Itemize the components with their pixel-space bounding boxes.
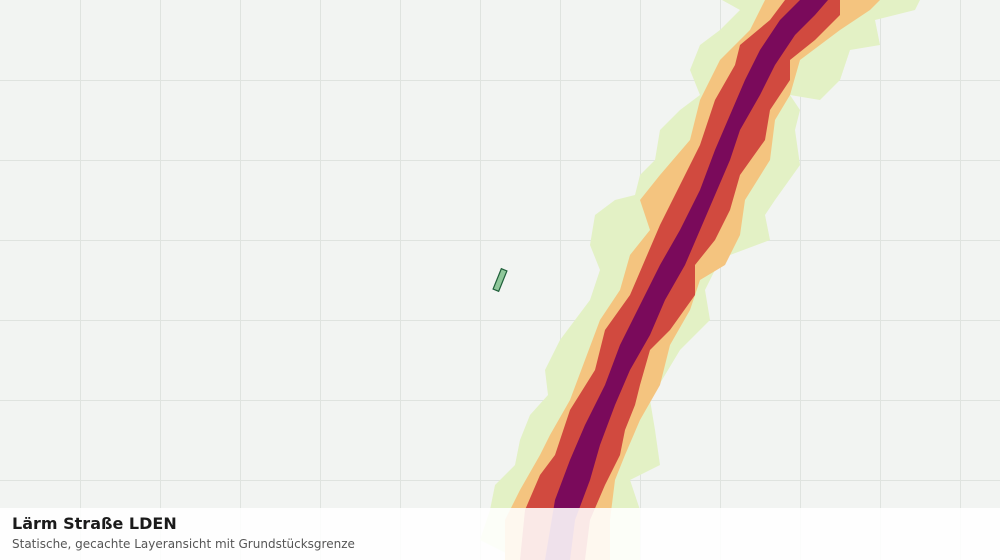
layer-title: Lärm Straße LDEN — [12, 514, 177, 533]
layer-subtitle: Statische, gecachte Layeransicht mit Gru… — [12, 537, 355, 551]
parcel-boundary — [492, 267, 508, 293]
noise-zone-very-high — [545, 0, 828, 560]
info-bar: Lärm Straße LDEN Statische, gecachte Lay… — [0, 508, 1000, 560]
